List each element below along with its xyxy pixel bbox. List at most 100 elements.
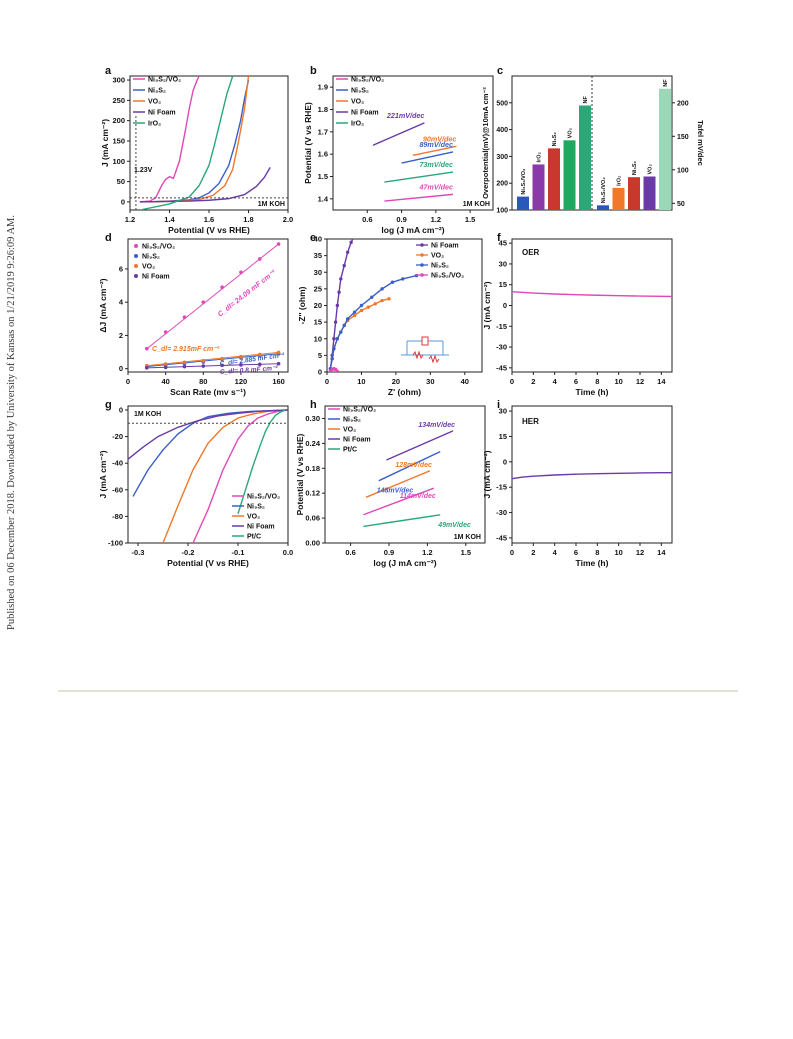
- annotation: 1.23V: [134, 167, 153, 174]
- x-tick-label: 2: [531, 377, 535, 386]
- tafel-slope-label: 128mV/dec: [395, 462, 432, 469]
- data-point-e: [345, 317, 350, 321]
- legend-entry-e: Ni₃S₂: [431, 263, 449, 270]
- bar: [612, 187, 625, 210]
- data-point-e: [345, 250, 350, 254]
- y-tick-label: 400: [496, 127, 508, 134]
- panel-g: g -0.3 -0.2 -0.1 0.0 0 -20 -40 -60 -80 -100 Potenti…: [98, 399, 293, 568]
- bar-label: Ni₃S₂: [552, 132, 558, 147]
- panel-label-h: h: [310, 399, 317, 411]
- y-tick-label: -100: [108, 539, 123, 548]
- legend-entry-b: VO₂: [351, 99, 364, 106]
- x-tick-label: 1.2: [431, 215, 441, 224]
- data-point-e: [339, 330, 343, 334]
- y-tick-label: 0: [119, 405, 123, 414]
- legend-entry-e: Ni₃S₂/VO₂: [431, 273, 464, 280]
- series-line-a: [139, 76, 200, 203]
- y-tick-label: 1.9: [318, 83, 328, 92]
- legend-entry-b: Ni₃S₂/VO₂: [351, 77, 384, 84]
- y-tick-label: 0: [503, 457, 507, 466]
- y-tick-label: 30: [499, 259, 507, 268]
- series-line-h: [363, 487, 435, 516]
- data-point-d: [163, 362, 168, 366]
- bar-label: NF: [663, 79, 669, 87]
- x-tick-label: 0.9: [384, 548, 394, 557]
- bar-label: VO₂: [568, 127, 574, 138]
- x-tick-label: 120: [235, 377, 248, 386]
- y-tick-label: 200: [496, 181, 508, 188]
- series-line-g: [192, 409, 288, 543]
- data-point-e: [335, 369, 340, 372]
- legend-entry-e: Ni Foam: [431, 243, 459, 250]
- x-tick-label: 1.4: [164, 215, 175, 224]
- x-axis-label: log (J mA cm⁻²): [373, 558, 436, 568]
- x-axis-label: Potential (V vs RHE): [168, 225, 250, 235]
- x-tick-label: 1.8: [243, 215, 253, 224]
- data-point-e: [342, 263, 346, 268]
- legend-entry-a: VO₂: [148, 99, 161, 106]
- legend-marker-e: [420, 273, 424, 277]
- series-line-h: [365, 470, 431, 498]
- x-tick-label: 0: [325, 377, 329, 386]
- annotation: 1M KOH: [134, 411, 161, 418]
- series-line-f: [511, 290, 673, 298]
- tafel-slope-label: 90mV/dec: [423, 134, 457, 143]
- y2-tick-label: 200: [677, 100, 689, 107]
- x-tick-label: 10: [614, 377, 622, 386]
- divider-line: [58, 690, 738, 692]
- plot-frame-i: [511, 405, 673, 544]
- y-tick-label: 300: [496, 154, 508, 161]
- annotation: 1M KOH: [454, 534, 481, 541]
- y-tick-label: 250: [112, 96, 125, 105]
- data-point-d: [145, 346, 149, 351]
- series-line-b: [412, 145, 457, 156]
- data-point-e: [330, 357, 334, 361]
- inset-circuit: [399, 331, 451, 367]
- y-tick-label: 0: [121, 197, 125, 206]
- panel-e: e 0 10 20 30 40 0 5 10 15 20 25 30 35 40 Z' (ohm) -Z'' (…: [297, 232, 483, 397]
- data-point-d: [201, 358, 206, 363]
- x-tick-label: 0.6: [362, 215, 372, 224]
- legend-entry-g: Ni Foam: [247, 524, 275, 531]
- x-tick-label: 1.2: [422, 548, 432, 557]
- y-tick-label: 0.12: [305, 489, 320, 498]
- y-tick-label: 1.5: [318, 172, 328, 181]
- y-tick-label: 30: [314, 268, 322, 277]
- plot-frame-d: [127, 238, 289, 373]
- series-line-a: [139, 76, 234, 210]
- y-tick-label: -80: [112, 512, 123, 521]
- legend-marker-e: [420, 243, 424, 247]
- data-point-e: [390, 280, 395, 284]
- legend-entry-a: Ni₃S₂: [148, 88, 166, 95]
- legend-entry-b: Ni Foam: [351, 110, 379, 117]
- data-point-d: [182, 315, 187, 319]
- y-tick-label: 6: [119, 264, 123, 273]
- resistor-symbol: [428, 354, 440, 364]
- panel-label-i: i: [497, 399, 500, 411]
- data-point-d: [257, 362, 262, 367]
- panel-label-f: f: [497, 232, 501, 244]
- y-tick-label: 150: [112, 136, 125, 145]
- x-tick-label: 2.0: [283, 215, 293, 224]
- x-tick-label: 1.5: [461, 548, 471, 557]
- tafel-slope-label: 47mV/dec: [418, 182, 453, 191]
- y-tick-label: 300: [112, 76, 125, 85]
- series-line-g: [128, 409, 288, 460]
- data-point-e: [387, 297, 391, 301]
- bar: [517, 196, 529, 210]
- legend-entry-b: Ni₃S₂: [351, 88, 369, 95]
- bar-label: IrO₂: [537, 151, 543, 162]
- x-axis-label: Potential (V vs RHE): [167, 558, 249, 568]
- y-tick-label: 1.6: [318, 150, 328, 159]
- x-axis-label: log (J mA cm⁻²): [381, 225, 444, 235]
- capacitance-label: C_dl= 0.8 mF cm⁻²: [220, 365, 279, 376]
- data-point-d: [276, 350, 281, 355]
- y-tick-label: -20: [112, 432, 123, 441]
- bar-label: Ni₃S₂/VO₂: [601, 177, 607, 204]
- x-tick-label: 0.9: [396, 215, 406, 224]
- y-axis-label: Potential (V vs RHE): [295, 433, 305, 515]
- data-point-d: [220, 363, 224, 368]
- plot-frame-f: [511, 238, 673, 373]
- x-tick-label: 1.6: [204, 215, 214, 224]
- series-line-a: [149, 79, 250, 203]
